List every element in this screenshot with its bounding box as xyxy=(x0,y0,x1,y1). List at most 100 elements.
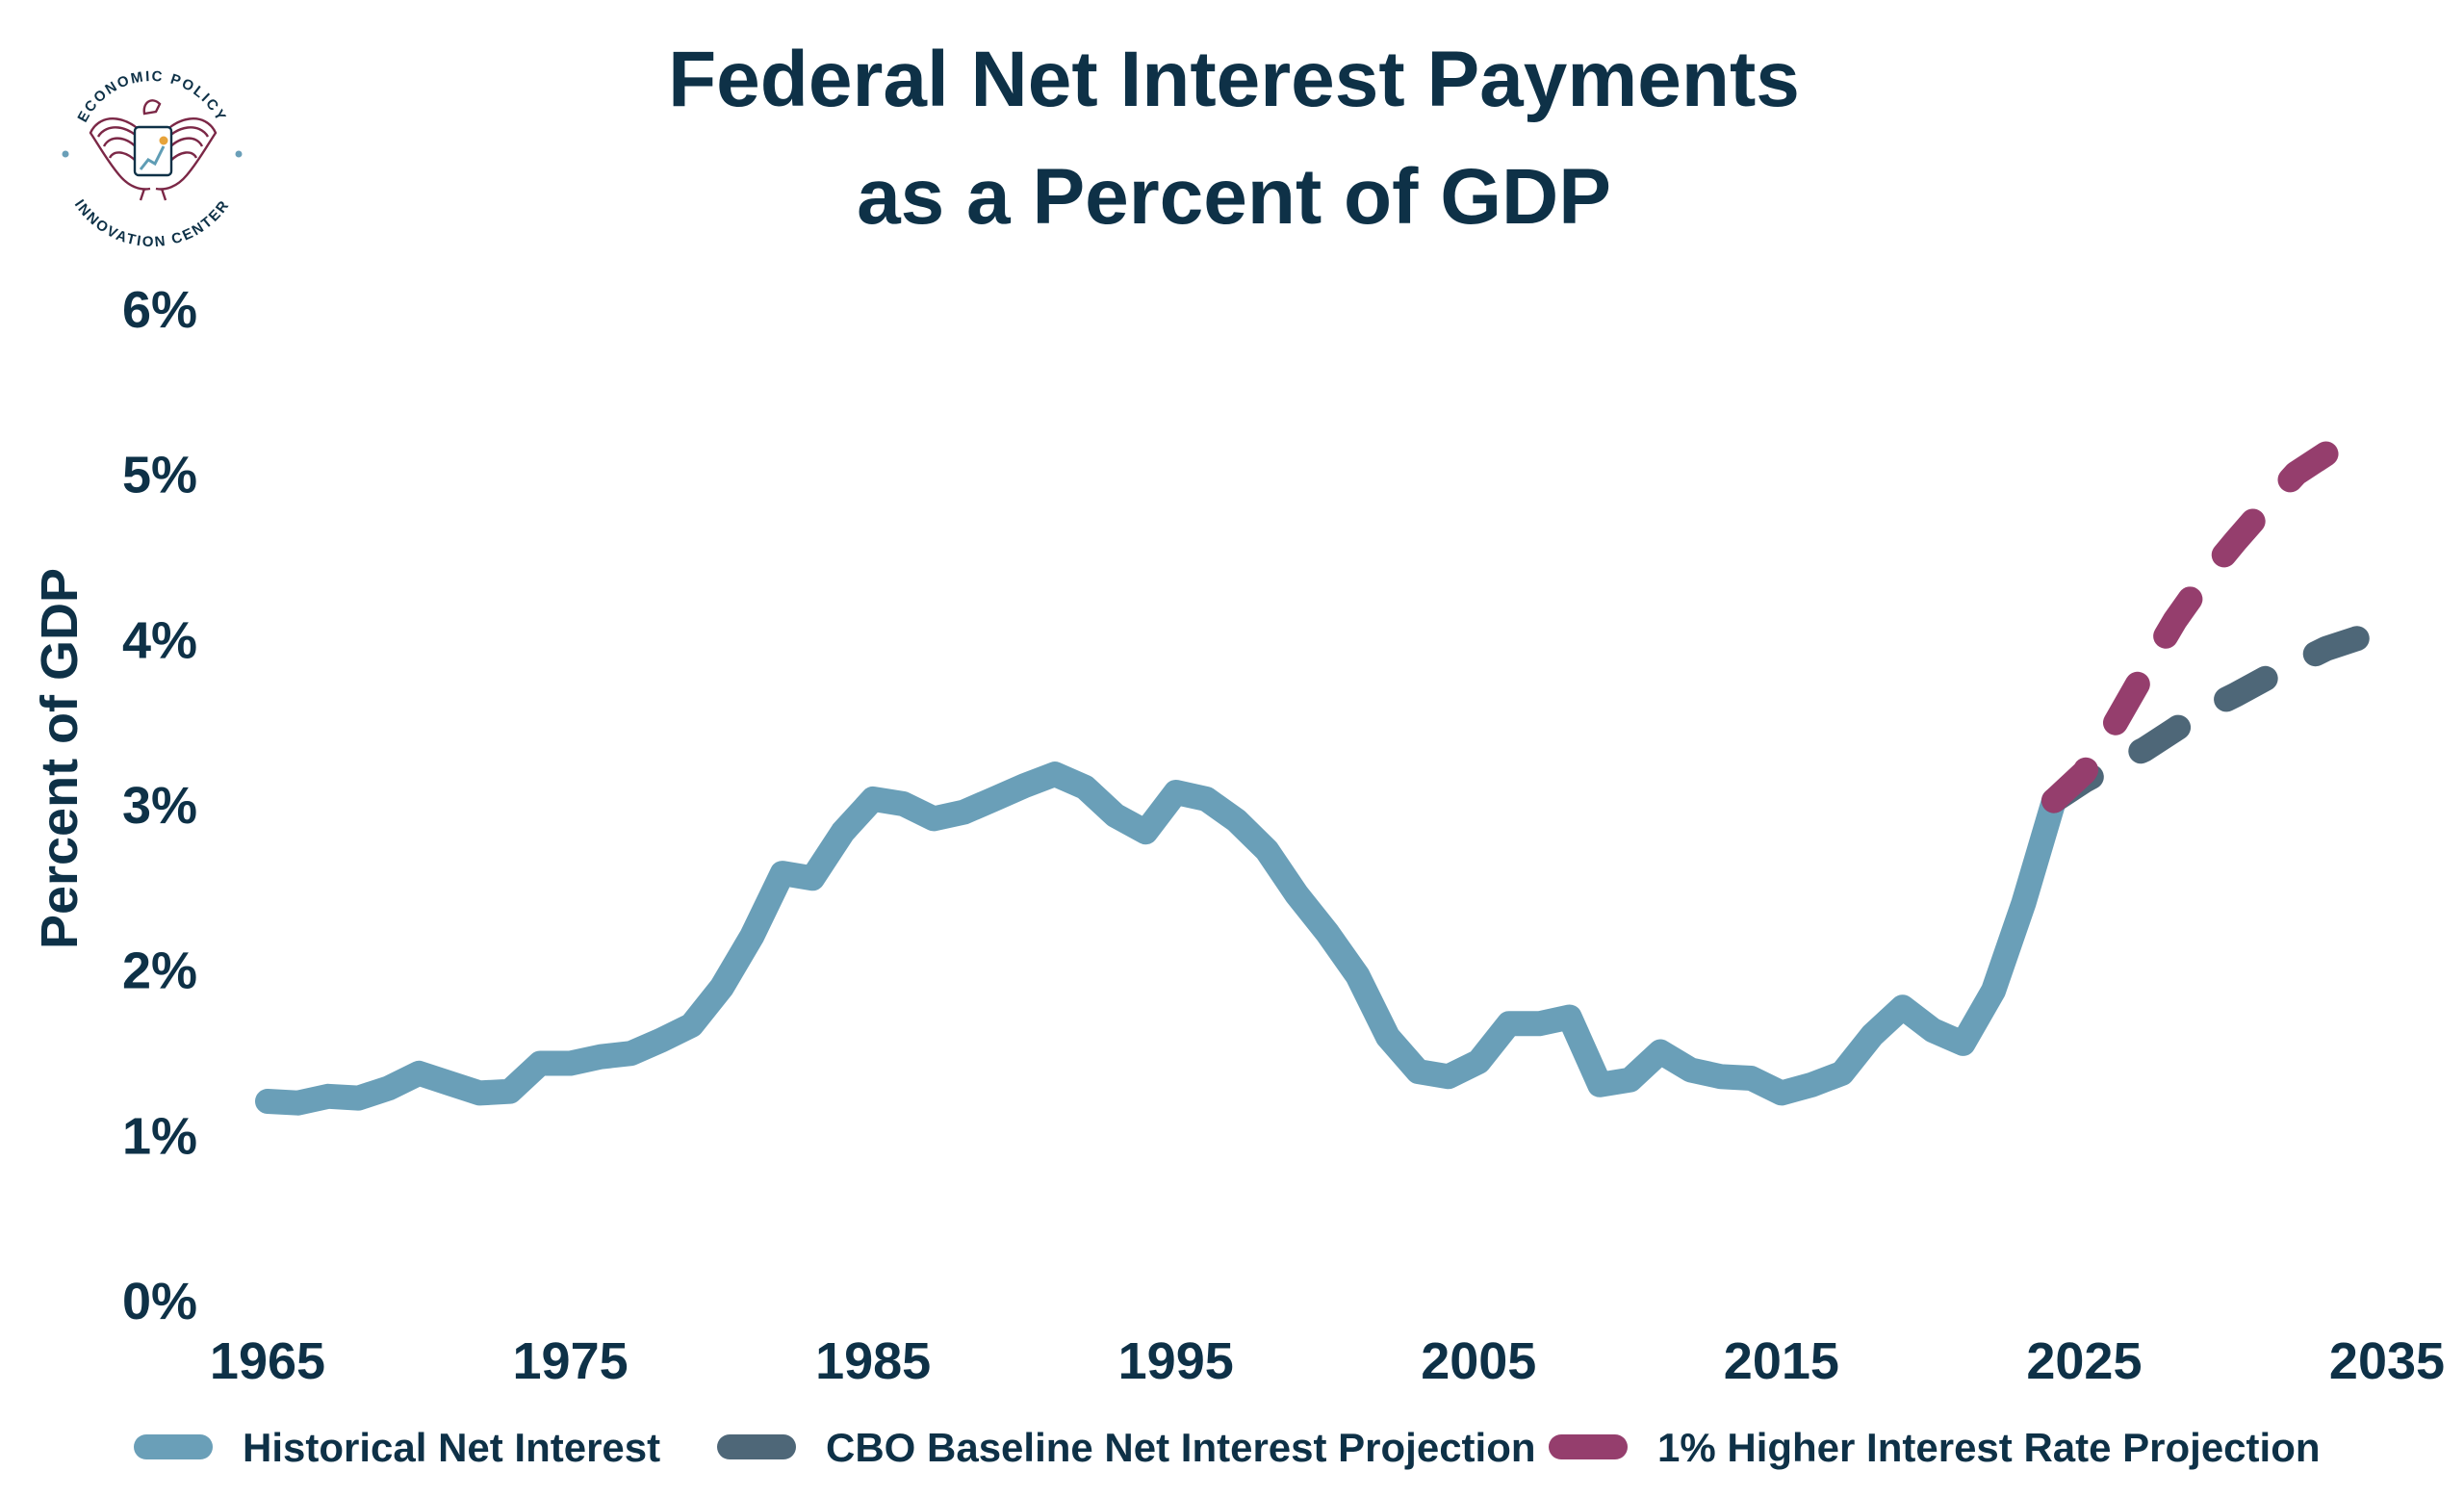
legend-label-1-higher-interest-rate-projection: 1% Higher Interest Rate Projection xyxy=(1657,1425,2321,1470)
x-tick-label: 1975 xyxy=(513,1332,629,1390)
series-point-historical-net-interest xyxy=(871,797,875,801)
series-line-cbo-baseline-net-interest-projection xyxy=(2041,614,2400,813)
series-point-1-higher-interest-rate-projection xyxy=(2264,504,2268,508)
series-point-cbo-baseline-net-interest-projection xyxy=(2264,677,2268,681)
series-point-historical-net-interest xyxy=(1476,1060,1480,1064)
x-axis-ticks: 1965 1975 1985 1995 2005 2015 2025 2035 xyxy=(210,1332,2445,1390)
legend-label-cbo-baseline-net-interest-projection: CBO Baseline Net Interest Projection xyxy=(826,1425,1536,1470)
series-point-historical-net-interest xyxy=(1568,1016,1572,1020)
series-point-historical-net-interest xyxy=(1901,1005,1905,1009)
series-point-1-higher-interest-rate-projection xyxy=(2082,770,2086,774)
series-point-historical-net-interest xyxy=(1629,1078,1632,1082)
series-point-historical-net-interest xyxy=(1991,989,1995,993)
series-point-1-higher-interest-rate-projection xyxy=(2355,435,2359,439)
series-point-historical-net-interest xyxy=(296,1101,300,1105)
series-point-historical-net-interest xyxy=(841,830,845,834)
chart-subtitle: as a Percent of GDP xyxy=(857,153,1611,241)
series-point-cbo-baseline-net-interest-projection xyxy=(2143,747,2146,751)
series-point-cbo-baseline-net-interest-projection xyxy=(2113,762,2117,766)
series-point-cbo-baseline-net-interest-projection xyxy=(2324,647,2328,651)
series-point-historical-net-interest xyxy=(1053,772,1057,776)
series-point-historical-net-interest xyxy=(569,1062,573,1066)
logo-dot-right xyxy=(235,150,243,158)
series-point-historical-net-interest xyxy=(387,1086,391,1090)
series-point-historical-net-interest xyxy=(1962,1042,1965,1045)
y-tick-label: 5% xyxy=(122,447,197,504)
series-point-historical-net-interest xyxy=(1416,1070,1420,1073)
series-point-historical-net-interest xyxy=(448,1081,451,1085)
series-point-1-higher-interest-rate-projection xyxy=(2052,799,2056,803)
economic-policy-innovation-center-logo: ECONOMIC POLICY INNOVATION CENTER xyxy=(62,68,243,250)
series-line-1-higher-interest-rate-projection xyxy=(2041,424,2370,813)
svg-text:INNOVATION CENTER: INNOVATION CENTER xyxy=(71,196,233,250)
series-point-historical-net-interest xyxy=(508,1090,512,1094)
series-layer xyxy=(255,424,2400,1116)
series-point-historical-net-interest xyxy=(1356,974,1360,978)
series-point-historical-net-interest xyxy=(1235,818,1239,822)
x-tick-label: 1985 xyxy=(815,1332,931,1390)
series-point-historical-net-interest xyxy=(326,1095,330,1098)
x-tick-label: 2025 xyxy=(2026,1332,2142,1390)
series-point-historical-net-interest xyxy=(629,1051,633,1055)
series-point-historical-net-interest xyxy=(1083,786,1087,789)
y-axis-ticks: 0% 1% 2% 3% 4% 5% 6% xyxy=(122,281,197,1330)
series-point-historical-net-interest xyxy=(1114,813,1117,817)
series-point-historical-net-interest xyxy=(1598,1083,1602,1087)
series-point-historical-net-interest xyxy=(1719,1074,1723,1078)
x-tick-label: 2015 xyxy=(1724,1332,1839,1390)
series-point-historical-net-interest xyxy=(1204,797,1208,801)
series-point-historical-net-interest xyxy=(1840,1071,1844,1075)
y-axis-label: Percent of GDP xyxy=(31,568,89,949)
series-point-historical-net-interest xyxy=(1022,784,1026,787)
series-point-historical-net-interest xyxy=(992,797,996,801)
series-point-historical-net-interest xyxy=(477,1091,481,1095)
series-point-1-higher-interest-rate-projection xyxy=(2324,452,2328,455)
series-point-historical-net-interest xyxy=(1174,790,1178,794)
series-point-historical-net-interest xyxy=(962,811,966,814)
series-point-historical-net-interest xyxy=(659,1039,663,1043)
series-point-1-higher-interest-rate-projection xyxy=(2295,472,2298,476)
logo-dot-left xyxy=(62,150,69,158)
series-point-historical-net-interest xyxy=(356,1097,360,1100)
y-tick-label: 3% xyxy=(122,777,197,835)
series-point-historical-net-interest xyxy=(599,1055,603,1059)
series-point-cbo-baseline-net-interest-projection xyxy=(2173,728,2177,732)
series-point-historical-net-interest xyxy=(2022,901,2026,905)
series-point-historical-net-interest xyxy=(1265,848,1269,852)
series-point-cbo-baseline-net-interest-projection xyxy=(2203,708,2207,711)
series-point-cbo-baseline-net-interest-projection xyxy=(2295,661,2298,665)
chart-title: Federal Net Interest Payments xyxy=(668,36,1800,123)
y-tick-label: 0% xyxy=(122,1273,197,1330)
series-line-historical-net-interest xyxy=(255,761,2066,1116)
series-point-historical-net-interest xyxy=(1507,1021,1511,1025)
y-tick-label: 4% xyxy=(122,611,197,669)
x-tick-label: 1995 xyxy=(1118,1332,1234,1390)
eagle-emblem xyxy=(89,99,218,201)
series-point-historical-net-interest xyxy=(1143,830,1147,834)
y-tick-label: 2% xyxy=(122,942,197,1000)
series-point-historical-net-interest xyxy=(1537,1021,1541,1025)
series-point-1-higher-interest-rate-projection xyxy=(2203,576,2207,580)
series-point-historical-net-interest xyxy=(1296,892,1299,896)
series-point-historical-net-interest xyxy=(1749,1076,1753,1080)
series-point-historical-net-interest xyxy=(1658,1050,1662,1054)
svg-text:ECONOMIC POLICY: ECONOMIC POLICY xyxy=(74,68,229,125)
series-point-historical-net-interest xyxy=(417,1071,421,1075)
series-point-historical-net-interest xyxy=(750,934,754,938)
series-point-1-higher-interest-rate-projection xyxy=(2234,539,2238,543)
series-point-1-higher-interest-rate-projection xyxy=(2173,618,2177,622)
series-point-historical-net-interest xyxy=(689,1023,693,1027)
series-point-historical-net-interest xyxy=(1386,1035,1390,1039)
series-point-historical-net-interest xyxy=(1447,1074,1450,1078)
series-point-historical-net-interest xyxy=(1931,1028,1935,1032)
logo-bottom-text: INNOVATION CENTER xyxy=(71,196,231,250)
y-tick-label: 6% xyxy=(122,281,197,339)
logo-star xyxy=(159,136,168,145)
series-point-historical-net-interest xyxy=(1689,1068,1693,1071)
series-point-historical-net-interest xyxy=(1810,1083,1813,1087)
series-point-historical-net-interest xyxy=(932,816,936,820)
series-point-historical-net-interest xyxy=(781,871,784,875)
y-tick-label: 1% xyxy=(122,1107,197,1165)
series-point-historical-net-interest xyxy=(902,802,906,806)
